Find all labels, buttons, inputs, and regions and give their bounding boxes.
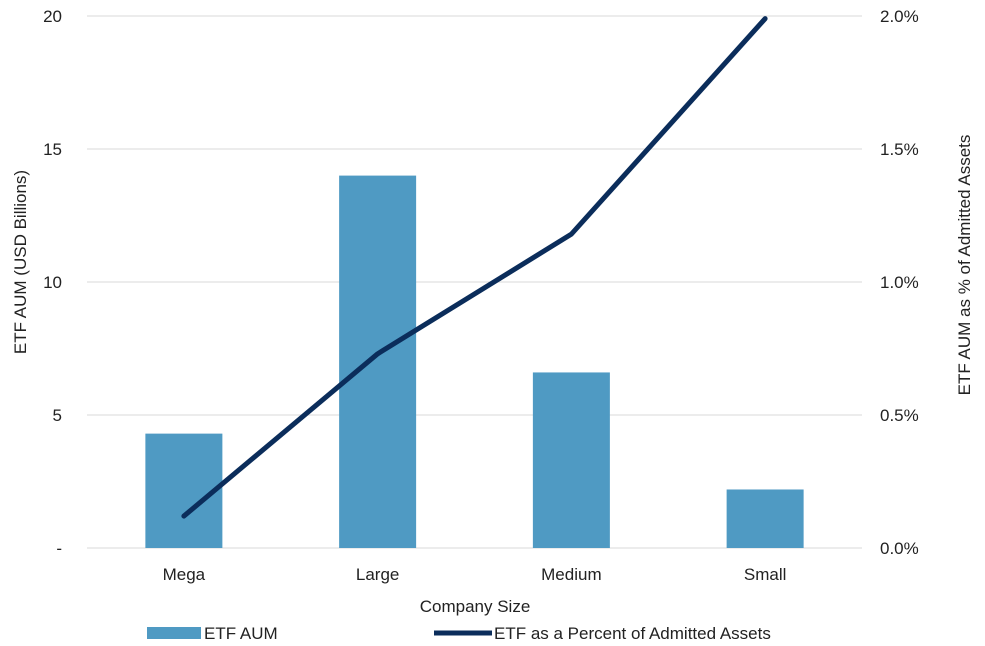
x-tick-label: Small — [744, 565, 787, 584]
line-series — [181, 16, 768, 519]
bar — [145, 433, 223, 548]
left-tick-label: 5 — [53, 406, 62, 425]
right-tick-label: 0.0% — [880, 539, 919, 558]
left-tick-label: - — [56, 539, 62, 558]
right-tick-label: 2.0% — [880, 7, 919, 26]
bar-series — [145, 175, 804, 548]
left-axis-title: ETF AUM (USD Billions) — [11, 170, 30, 354]
x-axis-title: Company Size — [420, 597, 531, 616]
x-tick-label: Mega — [163, 565, 206, 584]
right-axis-title: ETF AUM as % of Admitted Assets — [955, 135, 974, 396]
x-tick-label: Medium — [541, 565, 601, 584]
left-tick-label: 20 — [43, 7, 62, 26]
x-tick-label: Large — [356, 565, 399, 584]
bar — [532, 372, 610, 548]
left-axis: - 5 10 15 20 — [43, 7, 62, 558]
right-tick-label: 1.5% — [880, 140, 919, 159]
bar — [339, 175, 417, 548]
right-tick-label: 0.5% — [880, 406, 919, 425]
right-tick-label: 1.0% — [880, 273, 919, 292]
bar — [726, 489, 804, 548]
legend-label-bar: ETF AUM — [204, 624, 278, 643]
line-path — [181, 16, 768, 519]
legend: ETF AUM ETF as a Percent of Admitted Ass… — [147, 624, 771, 643]
right-axis: 0.0% 0.5% 1.0% 1.5% 2.0% — [880, 7, 919, 558]
left-tick-label: 15 — [43, 140, 62, 159]
legend-swatch-bar — [147, 627, 201, 639]
left-tick-label: 10 — [43, 273, 62, 292]
legend-label-line: ETF as a Percent of Admitted Assets — [494, 624, 771, 643]
x-axis: Mega Large Medium Small — [163, 565, 787, 584]
